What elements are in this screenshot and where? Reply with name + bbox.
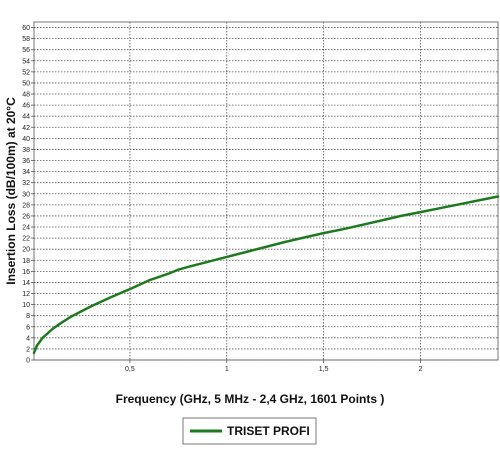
y-tick-label: 0 (26, 358, 30, 365)
y-tick-label: 32 (22, 180, 30, 187)
y-tick-label: 36 (22, 158, 30, 165)
y-tick-label: 16 (22, 269, 30, 276)
y-tick-label: 58 (22, 36, 30, 43)
y-tick-label: 54 (22, 58, 30, 65)
x-tick-label: 2 (419, 366, 423, 373)
x-tick-label: 0,5 (125, 366, 135, 373)
y-tick-label: 46 (22, 103, 30, 110)
x-tick-label: 1 (225, 366, 229, 373)
y-axis-ticks: 0246810121416182022242628303234363840424… (22, 25, 34, 365)
y-tick-label: 42 (22, 125, 30, 132)
y-tick-label: 10 (22, 302, 30, 309)
legend: TRISET PROFI (182, 417, 317, 445)
y-axis-title: Insertion Loss (dB/100m) at 20°C (4, 97, 18, 285)
y-tick-label: 60 (22, 25, 30, 32)
y-tick-label: 28 (22, 202, 30, 209)
y-tick-label: 20 (22, 247, 30, 254)
y-tick-label: 4 (26, 335, 30, 342)
y-tick-label: 8 (26, 313, 30, 320)
y-tick-label: 56 (22, 47, 30, 54)
y-tick-label: 40 (22, 136, 30, 143)
y-tick-label: 38 (22, 147, 30, 154)
y-tick-label: 30 (22, 191, 30, 198)
y-tick-label: 50 (22, 80, 30, 87)
series-line-triset-profi (32, 195, 500, 355)
y-tick-label: 14 (22, 280, 30, 287)
y-tick-label: 48 (22, 92, 30, 99)
y-tick-label: 52 (22, 69, 30, 76)
x-tick-label: 1,5 (319, 366, 329, 373)
y-tick-label: 34 (22, 169, 30, 176)
x-axis-title: Frequency (GHz, 5 MHz - 2,4 GHz, 1601 Po… (116, 392, 385, 406)
y-tick-label: 24 (22, 225, 30, 232)
series-layer (32, 195, 500, 355)
y-tick-label: 6 (26, 324, 30, 331)
x-axis-ticks: 0,5 1 1,5 2 (125, 360, 423, 373)
legend-label: TRISET PROFI (227, 424, 310, 438)
y-tick-label: 12 (22, 291, 30, 298)
y-tick-label: 44 (22, 114, 30, 121)
plot-area (33, 21, 499, 361)
y-tick-label: 26 (22, 213, 30, 220)
y-tick-label: 2 (26, 346, 30, 353)
grid (34, 22, 498, 361)
y-tick-label: 22 (22, 236, 30, 243)
y-tick-label: 18 (22, 258, 30, 265)
